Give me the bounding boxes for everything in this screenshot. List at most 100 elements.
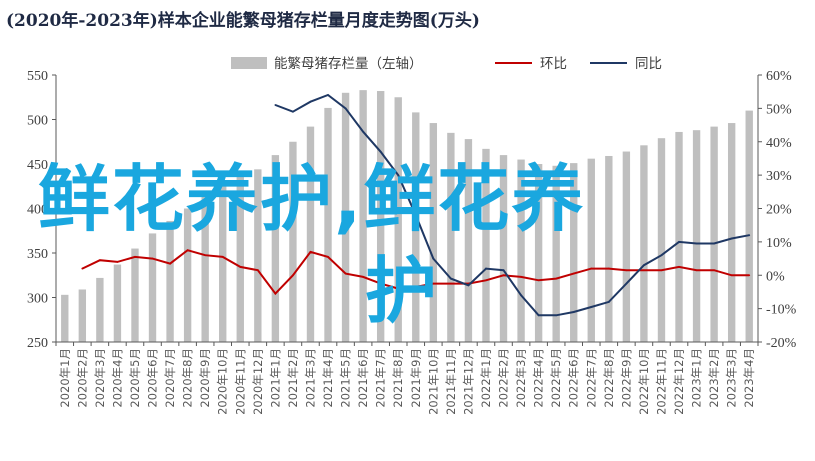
tongbi-point-22 bbox=[432, 257, 435, 260]
bar-36 bbox=[675, 131, 683, 342]
bar-1 bbox=[61, 294, 69, 342]
x-tick-label: 2022年12月 bbox=[672, 348, 686, 415]
y-right-tick-label: 0% bbox=[766, 269, 785, 284]
bar-21 bbox=[412, 112, 420, 342]
bar-2 bbox=[78, 289, 87, 342]
tongbi-point-15 bbox=[309, 100, 312, 103]
bar-16 bbox=[324, 107, 332, 343]
bar-39 bbox=[727, 123, 736, 342]
chart-title: (2020年-2023年)样本企业能繁母猪存栏量月度走势图(万头) bbox=[6, 11, 480, 31]
bar-25 bbox=[482, 148, 490, 342]
huanbi-point-37 bbox=[695, 269, 698, 272]
x-tick-label: 2021年10月 bbox=[426, 348, 440, 415]
x-tick-label: 2023年2月 bbox=[707, 348, 721, 408]
huanbi-point-16 bbox=[327, 255, 329, 258]
bar-series bbox=[61, 90, 753, 343]
x-tick-label: 2021年2月 bbox=[286, 348, 300, 408]
bar-27 bbox=[517, 159, 525, 342]
tongbi-point-36 bbox=[678, 240, 680, 243]
bar-14 bbox=[289, 141, 297, 342]
huanbi-point-12 bbox=[256, 269, 259, 272]
tongbi-point-34 bbox=[643, 264, 645, 267]
bar-33 bbox=[622, 151, 631, 342]
tongbi-point-32 bbox=[607, 301, 610, 303]
y-left-tick-label: 550 bbox=[27, 69, 48, 84]
x-tick-label: 2020年9月 bbox=[198, 348, 212, 408]
tongbi-point-19 bbox=[379, 150, 382, 153]
bar-19 bbox=[376, 91, 385, 343]
tongbi-point-21 bbox=[414, 214, 417, 217]
y-right-tick-label: -20% bbox=[766, 336, 797, 351]
tongbi-point-17 bbox=[344, 107, 347, 110]
huanbi-point-35 bbox=[660, 269, 663, 272]
bar-5 bbox=[131, 248, 139, 342]
y-right-tick-label: 60% bbox=[766, 69, 792, 84]
x-tick-label: 2023年1月 bbox=[690, 348, 704, 408]
axes: 250 300 350 400 450 500 550 -20% -10% 0% 10% 20% 30%… bbox=[27, 69, 797, 351]
tongbi-point-28 bbox=[537, 314, 540, 317]
huanbi-point-25 bbox=[485, 279, 487, 282]
x-tick-label: 2022年2月 bbox=[497, 348, 511, 408]
legend-tongbi-label: 同比 bbox=[635, 56, 662, 72]
tongbi-point-20 bbox=[397, 174, 400, 177]
huanbi-point-18 bbox=[362, 276, 365, 278]
tongbi-point-18 bbox=[362, 130, 365, 133]
bar-35 bbox=[657, 138, 666, 342]
tongbi-point-35 bbox=[660, 254, 663, 257]
tongbi-point-26 bbox=[502, 269, 505, 272]
huanbi-point-4 bbox=[116, 261, 119, 263]
tongbi-point-16 bbox=[327, 94, 329, 96]
x-tick-label: 2021年11月 bbox=[444, 348, 458, 415]
bar-4 bbox=[113, 264, 122, 342]
bar-13 bbox=[271, 155, 280, 342]
tongbi-point-27 bbox=[520, 294, 522, 297]
y-right-tick-label: -10% bbox=[766, 303, 797, 318]
line-series bbox=[81, 93, 751, 317]
x-tick-label: 2022年7月 bbox=[584, 348, 598, 408]
y-right-tick-label: 40% bbox=[766, 136, 792, 151]
x-tick-label: 2022年6月 bbox=[567, 348, 581, 408]
bar-12 bbox=[254, 169, 262, 342]
huanbi-point-26 bbox=[502, 274, 505, 277]
x-tick-label: 2020年1月 bbox=[58, 348, 72, 408]
x-tick-label: 2021年8月 bbox=[391, 348, 405, 408]
huanbi-point-13 bbox=[274, 292, 277, 295]
huanbi-point-3 bbox=[98, 259, 101, 262]
x-tick-label: 2020年10月 bbox=[216, 348, 230, 415]
legend-huanbi-label: 环比 bbox=[540, 56, 567, 72]
huanbi-point-23 bbox=[449, 282, 452, 285]
tongbi-point-39 bbox=[730, 237, 733, 240]
bar-18 bbox=[359, 90, 367, 342]
bar-40 bbox=[745, 110, 753, 342]
bar-17 bbox=[341, 92, 350, 342]
x-tick-label: 2022年10月 bbox=[637, 348, 651, 415]
x-tick-label: 2020年6月 bbox=[146, 348, 160, 408]
huanbi-point-7 bbox=[169, 262, 171, 265]
tongbi-point-30 bbox=[572, 311, 575, 313]
huanbi-point-34 bbox=[643, 269, 645, 272]
bar-24 bbox=[464, 139, 473, 342]
huanbi-point-30 bbox=[572, 272, 575, 275]
x-tick-label: 2020年12月 bbox=[251, 348, 265, 415]
huanbi-point-15 bbox=[309, 250, 312, 253]
x-tick-label: 2022年9月 bbox=[619, 348, 633, 408]
huanbi-point-2 bbox=[81, 267, 84, 270]
y-left-tick-label: 300 bbox=[27, 292, 48, 307]
huanbi-point-17 bbox=[344, 272, 347, 275]
tongbi-point-29 bbox=[555, 314, 558, 317]
bar-26 bbox=[499, 155, 508, 342]
x-tick-label: 2021年6月 bbox=[356, 348, 370, 408]
x-tick-label: 2021年3月 bbox=[303, 348, 317, 408]
y-left-tick-label: 250 bbox=[27, 336, 48, 351]
y-left-tick-label: 450 bbox=[27, 158, 48, 173]
y-right-tick-label: 50% bbox=[766, 102, 792, 117]
tongbi-point-33 bbox=[625, 282, 628, 285]
huanbi-point-9 bbox=[204, 254, 207, 257]
bar-32 bbox=[605, 155, 613, 342]
x-tick-label: 2020年5月 bbox=[128, 348, 142, 408]
bar-9 bbox=[201, 194, 209, 342]
x-tick-label: 2020年8月 bbox=[181, 348, 195, 408]
huanbi-point-11 bbox=[239, 266, 242, 268]
huanbi-point-20 bbox=[397, 287, 400, 290]
